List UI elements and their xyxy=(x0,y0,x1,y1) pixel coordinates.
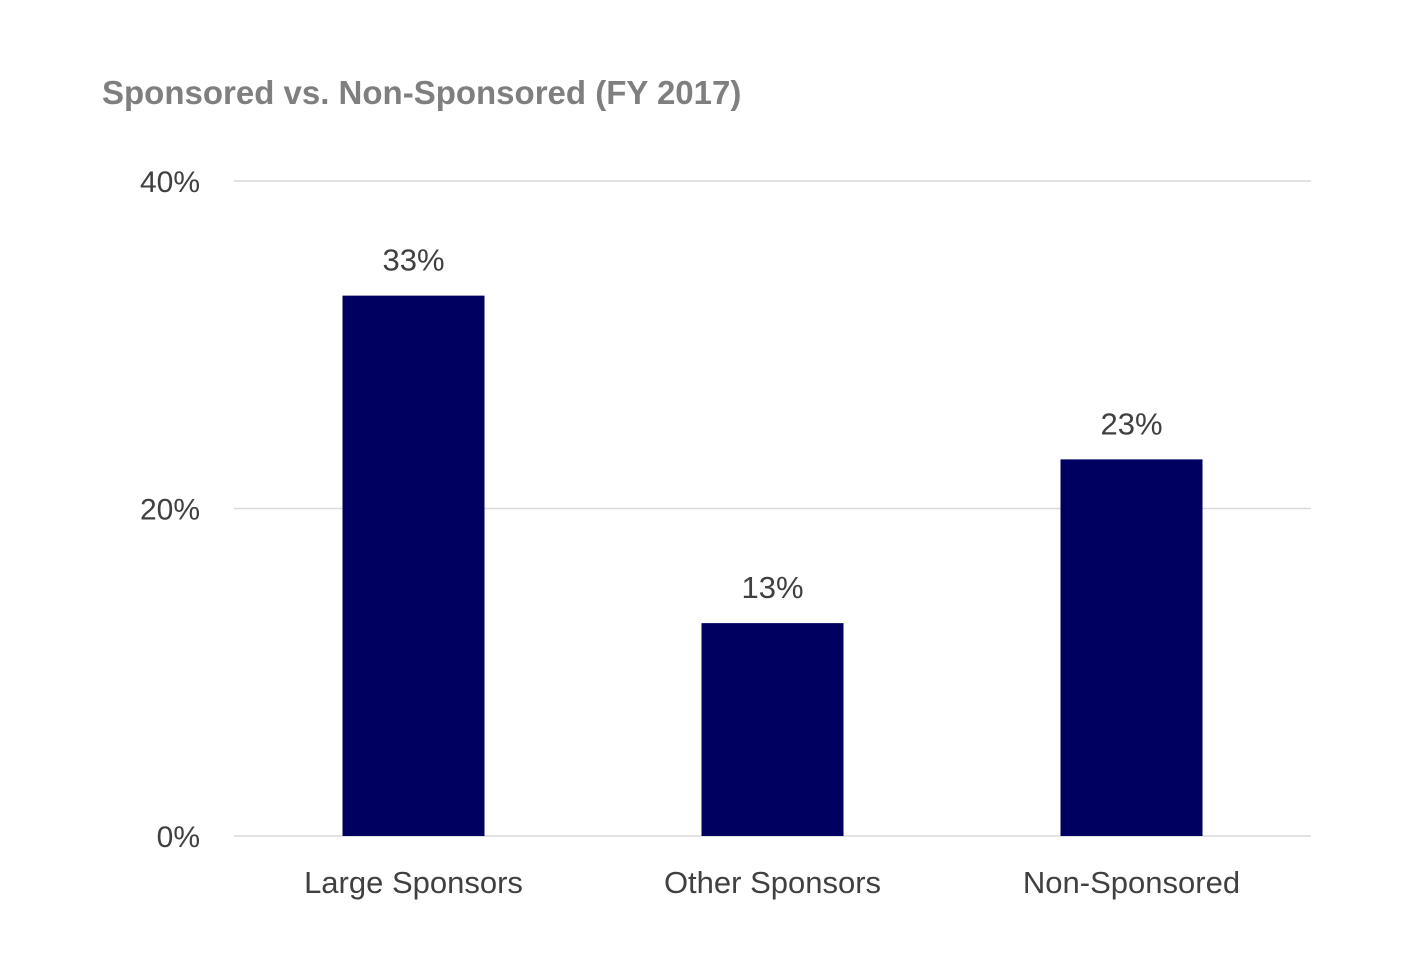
y-tick-label: 20% xyxy=(140,494,200,527)
data-label: 23% xyxy=(1100,406,1162,441)
bar-other-sponsors xyxy=(701,623,844,836)
data-label: 33% xyxy=(382,243,444,278)
bar-non-sponsored xyxy=(1060,459,1203,836)
data-labels: 33% 13% 23% xyxy=(382,243,1162,606)
x-category-label: Large Sponsors xyxy=(304,865,523,900)
y-axis-ticks: 0% 20% 40% xyxy=(140,166,200,854)
chart-title: Sponsored vs. Non-Sponsored (FY 2017) xyxy=(102,74,741,111)
y-tick-label: 0% xyxy=(157,821,200,854)
bars xyxy=(342,295,1203,836)
data-label: 13% xyxy=(741,570,803,605)
x-category-label: Non-Sponsored xyxy=(1023,865,1240,900)
x-category-label: Other Sponsors xyxy=(664,865,881,900)
bar-large-sponsors xyxy=(342,295,485,836)
x-axis-categories: Large Sponsors Other Sponsors Non-Sponsore… xyxy=(304,865,1240,900)
y-tick-label: 40% xyxy=(140,166,200,199)
